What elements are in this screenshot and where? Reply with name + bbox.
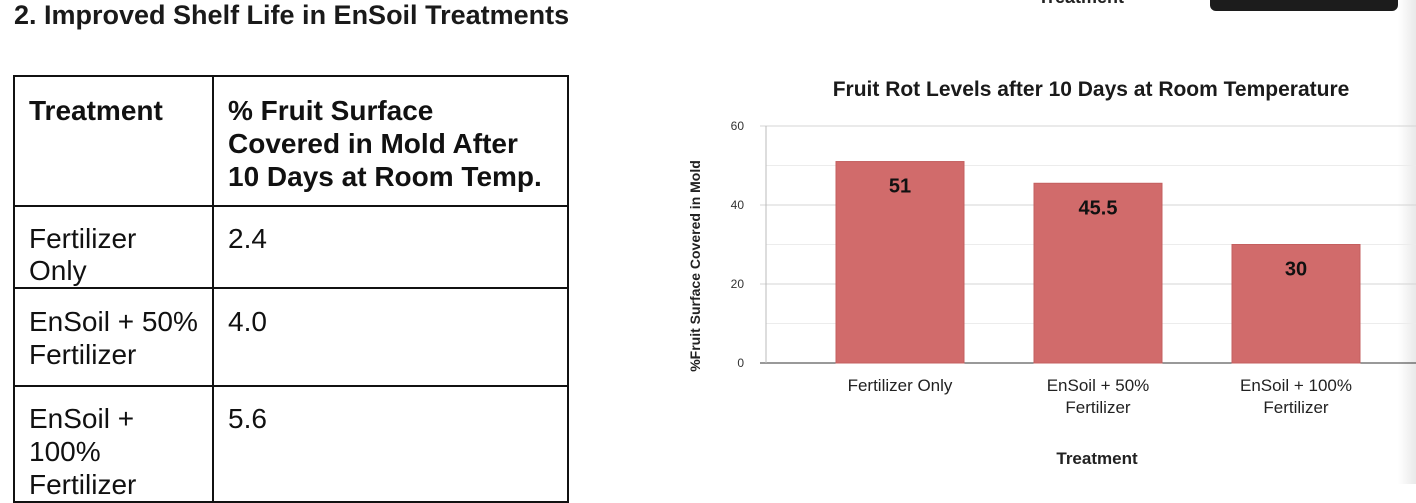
table-cell-treatment: EnSoil + 100% Fertilizer bbox=[13, 385, 214, 503]
chart-title: Fruit Rot Levels after 10 Days at Room T… bbox=[833, 78, 1350, 101]
y-axis-label: %Fruit Surface Covered in Mold bbox=[687, 160, 703, 372]
x-tick-label: Fertilizer Only bbox=[848, 376, 953, 395]
table-cell-value: 5.6 bbox=[212, 385, 569, 503]
cutoff-top-label: Treatment bbox=[1038, 0, 1124, 8]
table-cell-treatment: EnSoil + 50% Fertilizer bbox=[13, 287, 214, 387]
table-cell-treatment: Fertilizer Only bbox=[13, 205, 214, 289]
bar bbox=[835, 161, 965, 364]
table-row: EnSoil + 100% Fertilizer 5.6 bbox=[13, 385, 569, 503]
bar bbox=[1231, 244, 1361, 364]
x-tick-label: Fertilizer bbox=[1065, 398, 1131, 417]
y-tick-label: 20 bbox=[731, 277, 745, 291]
y-tick-label: 0 bbox=[737, 356, 744, 370]
table-row: Fertilizer Only 2.4 bbox=[13, 205, 569, 289]
data-label: 45.5 bbox=[1079, 197, 1118, 219]
data-label: 30 bbox=[1285, 259, 1307, 281]
y-tick-label: 60 bbox=[731, 119, 745, 133]
table-header-row: Treatment % Fruit Surface Covered in Mol… bbox=[13, 75, 569, 207]
cutoff-dark-button[interactable] bbox=[1210, 0, 1398, 11]
bar bbox=[1033, 182, 1163, 364]
x-axis-label: Treatment bbox=[1056, 449, 1138, 468]
x-tick-label: EnSoil + 100% bbox=[1240, 376, 1352, 395]
table-row: EnSoil + 50% Fertilizer 4.0 bbox=[13, 287, 569, 387]
table-header-mold-percent: % Fruit Surface Covered in Mold After 10… bbox=[212, 75, 569, 207]
y-tick-label: 40 bbox=[731, 198, 745, 212]
data-label: 51 bbox=[889, 176, 911, 198]
table-cell-value: 4.0 bbox=[212, 287, 569, 387]
table-cell-value: 2.4 bbox=[212, 205, 569, 289]
table-header-treatment: Treatment bbox=[13, 75, 214, 207]
section-heading: 2. Improved Shelf Life in EnSoil Treatme… bbox=[14, 0, 570, 30]
results-table: Treatment % Fruit Surface Covered in Mol… bbox=[13, 75, 569, 503]
x-tick-label: Fertilizer bbox=[1263, 398, 1329, 417]
bar-chart: Fruit Rot Levels after 10 Days at Room T… bbox=[687, 78, 1416, 468]
x-tick-label: EnSoil + 50% bbox=[1047, 376, 1150, 395]
